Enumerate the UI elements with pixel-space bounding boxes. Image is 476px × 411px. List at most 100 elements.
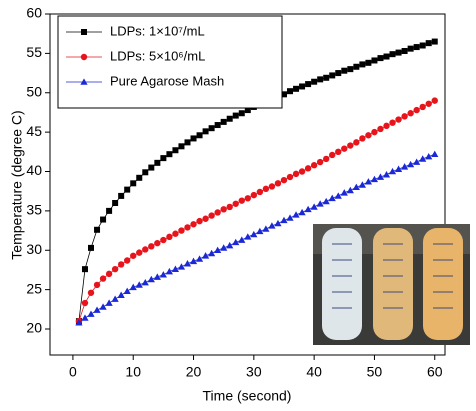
marker (268, 183, 276, 190)
marker (371, 128, 378, 136)
marker (244, 233, 252, 240)
marker (364, 178, 373, 185)
marker (310, 203, 318, 210)
marker (93, 306, 101, 313)
marker (94, 226, 101, 233)
marker (177, 263, 186, 270)
marker (377, 125, 384, 133)
marker (208, 125, 215, 132)
y-tick-label: 40 (26, 162, 42, 178)
marker (371, 57, 378, 64)
marker (214, 209, 221, 216)
marker (124, 186, 131, 193)
legend-label: LDPs: 5×10⁶/mL (110, 48, 205, 63)
plot-frame (49, 13, 446, 356)
legend-marker (81, 29, 87, 35)
marker (335, 70, 342, 77)
marker (316, 200, 324, 207)
marker (195, 255, 204, 262)
marker (172, 230, 179, 237)
marker (208, 212, 215, 219)
marker (117, 261, 125, 268)
marker (130, 180, 137, 187)
marker (214, 122, 221, 129)
marker (419, 103, 426, 111)
marker (232, 112, 239, 119)
marker (382, 171, 391, 178)
x-tick-label: 40 (306, 364, 322, 380)
marker (329, 151, 336, 159)
marker (238, 236, 246, 243)
marker (334, 192, 342, 199)
marker (244, 107, 251, 114)
marker (287, 88, 294, 95)
marker (298, 168, 306, 175)
legend-marker (80, 53, 88, 61)
x-tick-label: 50 (367, 364, 383, 380)
marker (183, 260, 192, 267)
marker (148, 243, 155, 250)
marker (166, 233, 173, 241)
marker (280, 216, 288, 224)
marker (329, 72, 336, 79)
marker (88, 244, 95, 251)
marker (238, 197, 245, 204)
marker (220, 244, 228, 251)
y-tick-label: 55 (26, 44, 42, 60)
tube (322, 228, 362, 340)
marker (256, 227, 264, 235)
marker (105, 299, 113, 306)
marker (358, 181, 366, 188)
marker (359, 135, 366, 142)
marker (341, 145, 348, 152)
marker (93, 281, 101, 289)
marker (377, 55, 384, 62)
marker (322, 197, 330, 205)
marker (304, 205, 312, 213)
marker (159, 271, 167, 278)
y-tick-label: 45 (26, 123, 42, 139)
marker (407, 110, 414, 117)
marker (196, 217, 203, 225)
marker (250, 230, 258, 238)
marker (353, 139, 360, 146)
marker (106, 207, 113, 214)
marker (189, 257, 198, 265)
marker (172, 147, 179, 154)
marker (105, 270, 113, 278)
marker (135, 281, 143, 288)
marker (178, 227, 185, 234)
marker (220, 118, 227, 125)
marker (431, 97, 438, 104)
marker (75, 319, 83, 326)
x-tick-label: 30 (246, 364, 262, 380)
marker (298, 208, 306, 216)
marker (401, 48, 408, 55)
marker (413, 106, 420, 114)
marker (413, 158, 421, 165)
marker (293, 85, 300, 92)
x-axis-label: Time (second) (203, 388, 292, 404)
marker (81, 314, 89, 321)
y-tick-label: 25 (26, 280, 42, 296)
marker (431, 150, 439, 157)
inset-photo (313, 224, 470, 345)
marker (142, 169, 149, 176)
marker (142, 246, 149, 253)
marker (238, 110, 245, 117)
marker (154, 239, 161, 247)
marker (165, 267, 174, 275)
marker (202, 215, 209, 222)
marker (160, 155, 167, 162)
marker (286, 214, 294, 221)
marker (117, 291, 125, 298)
marker (220, 206, 227, 213)
marker (389, 119, 396, 126)
marker (274, 180, 282, 187)
marker (81, 299, 89, 307)
marker (413, 44, 420, 51)
x-tick-label: 20 (186, 364, 202, 380)
y-axis-label: Temperature (degree C) (9, 110, 25, 259)
marker (141, 278, 149, 286)
